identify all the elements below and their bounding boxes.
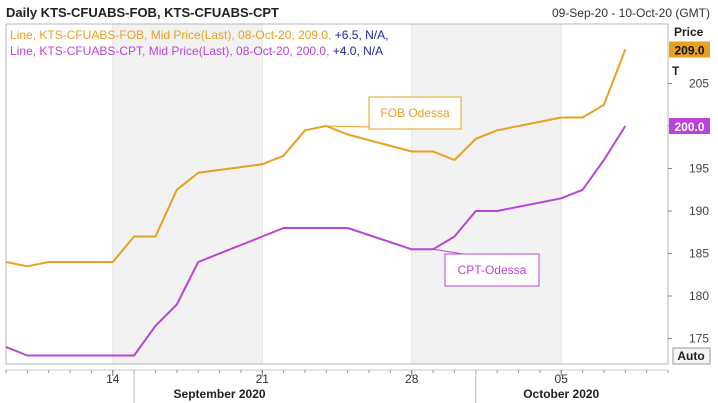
y-tick-label: 195	[689, 162, 709, 176]
annotation-text-fob: FOB Odessa	[380, 106, 450, 120]
last-value-labels: 209.0 200.0	[669, 41, 710, 134]
last-value-box-cpt	[669, 118, 710, 134]
chart-title: Daily KTS-CFUABS-FOB, KTS-CFUABS-CPT	[6, 5, 279, 20]
x-tick-label: 28	[405, 372, 419, 386]
y-tick-label: 205	[689, 77, 709, 91]
legend-fob: Line, KTS-CFUABS-FOB, Mid Price(Last), 0…	[10, 28, 388, 42]
y-axis-ticks: 175180185190195200205	[668, 77, 709, 346]
weekend-bands	[112, 24, 562, 364]
legend-fob-main: Line, KTS-CFUABS-FOB, Mid Price(Last), 0…	[10, 28, 331, 42]
series-lines	[5, 49, 627, 357]
shaded-band	[411, 24, 562, 364]
last-value-label-fob: 209.0	[674, 44, 704, 58]
month-label: October 2020	[523, 387, 599, 401]
legend-cpt-main: Line, KTS-CFUABS-CPT, Mid Price(Last), 0…	[10, 44, 329, 58]
annotation-box-fob	[368, 96, 462, 130]
y-tick-label: 185	[689, 247, 709, 261]
annotation-pointer-fob	[326, 125, 370, 128]
legend-fob-change: +6.5, N/A,	[335, 28, 389, 42]
y-tick-label: 175	[689, 332, 709, 346]
auto-scale-button-frame[interactable]	[672, 347, 711, 365]
y-axis-price-label: Price	[674, 25, 704, 39]
last-value-label-cpt: 200.0	[674, 120, 704, 134]
auto-scale-button[interactable]: Auto	[672, 347, 711, 365]
x-tick-label: 05	[555, 372, 569, 386]
y-tick-label: 180	[689, 289, 709, 303]
x-tick-label: 21	[256, 372, 270, 386]
x-tick-label: 14	[106, 372, 120, 386]
annotations: FOB Odessa CPT-Odessa	[326, 96, 540, 287]
y-axis-unit-label: T	[672, 64, 680, 78]
last-value-box-fob	[669, 41, 710, 58]
annotation-text-cpt: CPT-Odessa	[458, 263, 527, 277]
x-axis: 14 21 28 05 September 2020 October 2020	[5, 369, 669, 403]
annotation-pointer-cpt	[433, 248, 464, 255]
month-label: September 2020	[174, 387, 266, 401]
annotation-box-cpt	[444, 253, 540, 287]
legend-cpt-change: +4.0, N/A	[333, 44, 383, 58]
series-line-cpt	[5, 125, 627, 357]
series-line-fob	[5, 49, 627, 268]
y-tick-label: 190	[689, 204, 709, 218]
date-range-label: 09-Sep-20 - 10-Oct-20 (GMT)	[552, 6, 710, 20]
plot-frame	[5, 23, 669, 365]
auto-scale-button-label[interactable]: Auto	[677, 349, 704, 363]
shaded-band	[112, 24, 263, 364]
gridlines	[112, 24, 562, 364]
legend-cpt: Line, KTS-CFUABS-CPT, Mid Price(Last), 0…	[10, 44, 383, 58]
